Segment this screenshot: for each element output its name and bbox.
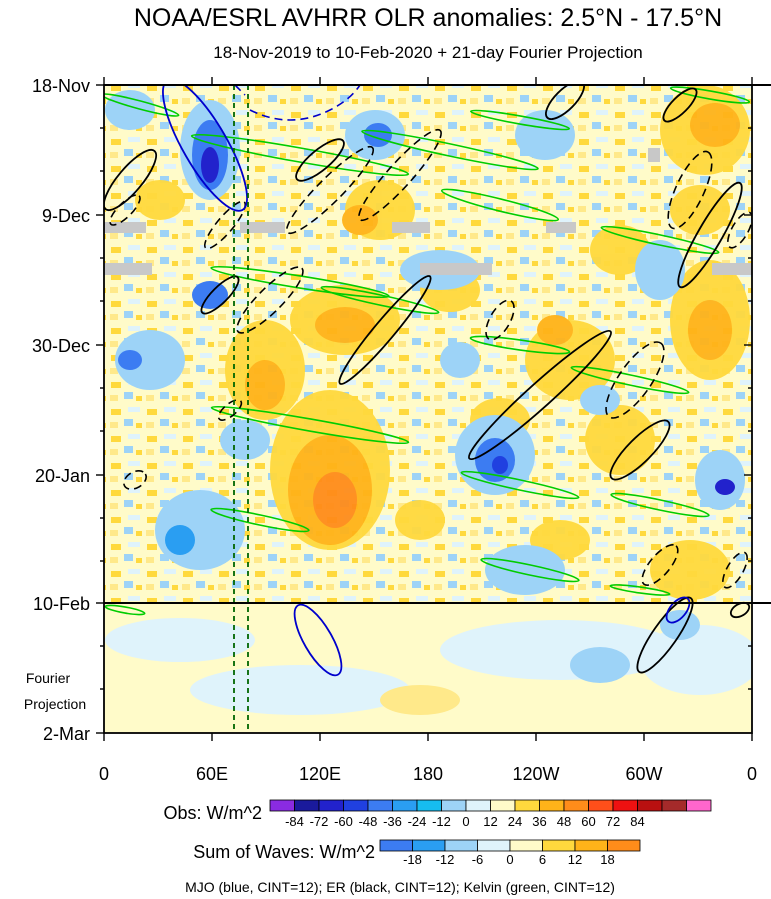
projection-field [104, 603, 752, 733]
obs-colorbar-swatch [392, 799, 418, 812]
missing-data-bands [104, 148, 752, 275]
obs-colorbar-swatch [637, 799, 663, 812]
waves-colorbar-swatch [509, 839, 543, 852]
obs-colorbar-level-label: -72 [310, 814, 329, 829]
positive-anomaly-regions [135, 85, 750, 600]
y-tick-label: 18-Nov [32, 76, 90, 96]
waves-colorbar-level-label: 18 [600, 852, 614, 867]
obs-colorbar-level-label: -12 [432, 814, 451, 829]
obs-colorbar: -84 -72 -60 -48 -36 -24 -12 0 12 24 36 48 60 72 84 [269, 799, 712, 829]
kelvin-contours [104, 86, 751, 616]
er-contours [104, 85, 751, 674]
projection-label-line2: Projection [24, 696, 86, 712]
x-tick-label: 60E [196, 764, 228, 784]
y-tick-labels: 18-Nov 9-Dec 30-Dec 20-Jan 10-Feb 2-Mar [32, 76, 90, 744]
waves-colorbar-swatch [412, 839, 446, 852]
obs-colorbar-level-label: 36 [532, 814, 546, 829]
y-tick-label: 10-Feb [33, 594, 90, 614]
waves-colorbar-level-label: 12 [568, 852, 582, 867]
obs-colorbar-swatch [294, 799, 320, 812]
obs-colorbar-level-label: 0 [462, 814, 469, 829]
y-tick-label: 20-Jan [35, 466, 90, 486]
waves-colorbar-level-label: -12 [436, 852, 455, 867]
obs-colorbar-swatch [465, 799, 491, 812]
waves-colorbar-swatch [444, 839, 478, 852]
obs-colorbar-swatch [318, 799, 344, 812]
obs-colorbar-swatch [539, 799, 565, 812]
obs-colorbar-swatch [661, 799, 687, 812]
waves-colorbar-level-label: -6 [472, 852, 484, 867]
obs-colorbar-swatch [343, 799, 369, 812]
x-tick-label: 120E [299, 764, 341, 784]
waves-colorbar-swatch [574, 839, 608, 852]
waves-colorbar-swatch [542, 839, 576, 852]
waves-colorbar-swatch [607, 839, 641, 852]
mjo-negative-contours [234, 85, 361, 121]
plot-field [104, 85, 752, 733]
obs-colorbar-swatch [416, 799, 442, 812]
obs-colorbar-level-label: -36 [383, 814, 402, 829]
obs-colorbar-swatch [563, 799, 589, 812]
obs-colorbar-level-label: 48 [557, 814, 571, 829]
y-tick-label: 9-Dec [42, 206, 90, 226]
x-tick-label: 0 [99, 764, 109, 784]
obs-colorbar-swatch [441, 799, 467, 812]
x-tick-labels: 0 60E 120E 180 120W 60W 0 [99, 764, 757, 784]
er-negative-contours [109, 128, 752, 589]
obs-colorbar-level-label: -24 [408, 814, 427, 829]
waves-colorbar-swatch [379, 839, 413, 852]
x-tick-label: 180 [413, 764, 443, 784]
obs-colorbar-level-label: 84 [630, 814, 644, 829]
obs-colorbar-swatch [269, 799, 295, 812]
wave-legend-footer: MJO (blue, CINT=12); ER (black, CINT=12)… [185, 879, 615, 895]
y-tick-label: 2-Mar [43, 724, 90, 744]
obs-colorbar-level-label: 60 [581, 814, 595, 829]
waves-colorbar-label: Sum of Waves: W/m^2 [193, 842, 375, 862]
y-axis-ticks [96, 84, 752, 734]
waves-colorbar-level-label: -18 [403, 852, 422, 867]
x-axis-ticks [103, 77, 753, 741]
x-tick-label: 0 [747, 764, 757, 784]
projection-label-line1: Fourier [26, 670, 71, 686]
obs-colorbar-swatch [514, 799, 540, 812]
obs-colorbar-level-label: -84 [285, 814, 304, 829]
obs-colorbar-level-label: -48 [359, 814, 378, 829]
obs-colorbar-level-label: 12 [483, 814, 497, 829]
x-tick-label: 120W [512, 764, 559, 784]
obs-colorbar-level-label: -60 [334, 814, 353, 829]
obs-colorbar-swatch [367, 799, 393, 812]
waves-colorbar: -18 -12 -6 0 6 12 18 [379, 839, 641, 867]
waves-colorbar-level-label: 0 [506, 852, 513, 867]
obs-colorbar-swatch [686, 799, 712, 812]
y-tick-label: 30-Dec [32, 336, 90, 356]
negative-anomaly-regions [105, 90, 745, 595]
mjo-contours [162, 85, 691, 677]
obs-colorbar-swatch [490, 799, 516, 812]
obs-colorbar-label: Obs: W/m^2 [164, 803, 262, 823]
chart-title: NOAA/ESRL AVHRR OLR anomalies: 2.5°N - 1… [134, 4, 722, 32]
reference-longitudes [233, 85, 249, 733]
x-tick-label: 60W [625, 764, 662, 784]
obs-colorbar-swatch [612, 799, 638, 812]
waves-colorbar-level-label: 6 [539, 852, 546, 867]
obs-colorbar-swatch [588, 799, 614, 812]
waves-colorbar-swatch [477, 839, 511, 852]
obs-colorbar-level-label: 72 [606, 814, 620, 829]
obs-colorbar-level-label: 24 [508, 814, 522, 829]
chart-subtitle: 18-Nov-2019 to 10-Feb-2020 + 21-day Four… [213, 43, 643, 62]
